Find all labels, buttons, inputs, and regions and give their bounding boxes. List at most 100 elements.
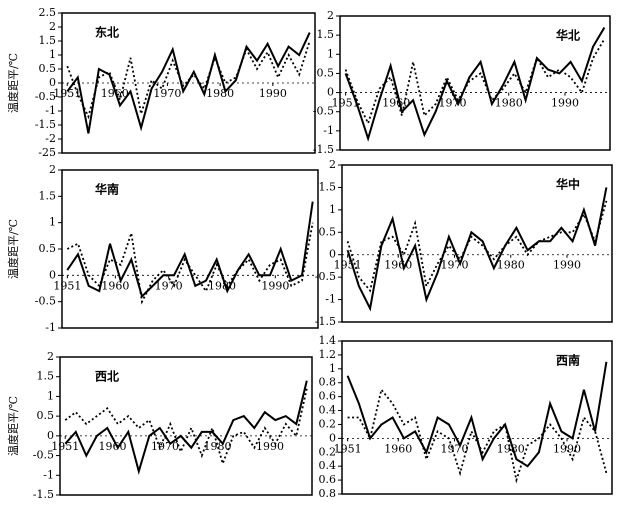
y-tick-label: -1	[45, 104, 56, 117]
y-tick-label: 0.6	[319, 473, 337, 486]
series-line	[66, 201, 314, 299]
y-tick-label: -0.5	[35, 90, 56, 103]
x-tick-label: 1951	[332, 97, 360, 110]
y-tick-label: 0	[329, 431, 336, 444]
x-tick-label: 1960	[99, 440, 127, 453]
y-tick-label: -0.5	[35, 295, 56, 308]
x-tick-label: 1980	[206, 87, 234, 100]
panel-title: 华中	[556, 177, 580, 192]
y-tick-label: 1	[49, 48, 56, 61]
series-line	[344, 26, 606, 142]
y-axis-label: 温度距平/℃	[6, 53, 20, 113]
y-tick-label: 0	[49, 76, 56, 89]
series-line	[64, 380, 308, 475]
y-tick-label: -1	[325, 293, 336, 306]
y-tick-label: 0.5	[37, 409, 55, 422]
y-tick-label: 0.2	[319, 445, 337, 458]
y-tick-label: 2	[47, 350, 54, 363]
y-tick-label: 1.5	[39, 189, 57, 202]
x-tick-label: 1960	[382, 97, 410, 110]
y-tick-label: 1	[329, 362, 336, 375]
y-tick-label: -1.5	[33, 488, 54, 501]
x-tick-label: 1990	[256, 440, 284, 453]
y-tick-label: 1.5	[317, 28, 335, 41]
series-line	[346, 361, 608, 468]
y-axis-label: 温度距平/℃	[6, 396, 20, 456]
y-tick-label: -1	[323, 124, 334, 137]
plot-frame	[341, 164, 613, 323]
y-tick-label: 2.5	[39, 6, 57, 19]
y-tick-label: 0	[327, 86, 334, 99]
panel-title: 西北	[95, 369, 119, 384]
y-tick-label: 1	[47, 389, 54, 402]
x-tick-label: 1951	[53, 279, 81, 292]
panel-title: 东北	[95, 25, 119, 40]
y-tick-label: 0.5	[39, 242, 57, 255]
x-tick-label: 1951	[334, 442, 362, 455]
plot-frame	[341, 340, 613, 495]
y-tick-label: 0.8	[319, 487, 337, 500]
x-tick-label: 1960	[384, 442, 412, 455]
y-tick-label: -0.5	[313, 105, 334, 118]
y-tick-label: 1	[49, 216, 56, 229]
series-line	[344, 38, 606, 126]
plot-frame	[59, 356, 313, 496]
y-tick-label: 0.5	[319, 225, 337, 238]
panel-title: 西南	[556, 353, 580, 368]
y-tick-label: -1	[45, 321, 56, 334]
x-tick-label: 1960	[101, 279, 129, 292]
x-tick-label: 1990	[261, 279, 289, 292]
y-tick-label: -0.5	[315, 270, 336, 283]
y-tick-label: -1.5	[35, 118, 56, 131]
series-line	[346, 187, 608, 312]
y-tick-label: 0.5	[317, 66, 335, 79]
y-tick-label: 0.5	[39, 62, 57, 75]
x-tick-label: 1960	[384, 259, 412, 272]
x-tick-label: 1970	[151, 440, 179, 453]
y-tick-label: 0	[47, 429, 54, 442]
x-tick-label: 1990	[551, 97, 579, 110]
y-tick-label: 1	[329, 203, 336, 216]
plot-frame	[339, 15, 611, 151]
series-line	[66, 40, 311, 120]
y-tick-label: 1	[327, 47, 334, 60]
y-axis-label: 温度距平/℃	[6, 219, 20, 279]
x-tick-label: 1980	[497, 259, 525, 272]
y-tick-label: 0.8	[319, 376, 337, 389]
y-tick-label: 1.5	[39, 34, 57, 47]
y-tick-label: -1.5	[313, 143, 334, 156]
y-tick-label: 0.6	[319, 390, 337, 403]
y-tick-label: 0	[329, 248, 336, 261]
y-tick-label: -1.5	[315, 315, 336, 328]
x-tick-label: 1990	[259, 87, 287, 100]
x-tick-label: 1970	[155, 279, 183, 292]
y-tick-label: 0	[49, 268, 56, 281]
x-tick-label: 1951	[51, 440, 79, 453]
y-tick-label: 1.5	[37, 370, 55, 383]
panel-title: 华南	[95, 182, 119, 197]
y-tick-label: 2	[327, 9, 334, 22]
y-tick-label: -1	[43, 468, 54, 481]
y-tick-label: 1.5	[319, 180, 337, 193]
y-tick-label: 2	[49, 20, 56, 33]
x-tick-label: 1980	[204, 440, 232, 453]
y-tick-label: 2	[329, 158, 336, 171]
y-tick-label: 0.2	[319, 417, 337, 430]
x-tick-label: 1970	[439, 97, 467, 110]
x-tick-label: 1970	[153, 87, 181, 100]
y-tick-label: 1.4	[319, 334, 337, 347]
y-tick-label: -2	[45, 132, 56, 145]
y-tick-label: -0.5	[33, 449, 54, 462]
series-line	[346, 200, 608, 293]
x-tick-label: 1970	[441, 442, 469, 455]
y-tick-label: 1.2	[319, 348, 337, 361]
y-tick-label: -25	[38, 146, 56, 159]
panel-title: 华北	[556, 28, 580, 43]
x-tick-label: 1970	[441, 259, 469, 272]
x-tick-label: 1951	[334, 259, 362, 272]
x-tick-label: 1951	[53, 87, 81, 100]
x-tick-label: 1980	[495, 97, 523, 110]
x-tick-label: 1990	[553, 259, 581, 272]
series-line	[347, 387, 608, 484]
